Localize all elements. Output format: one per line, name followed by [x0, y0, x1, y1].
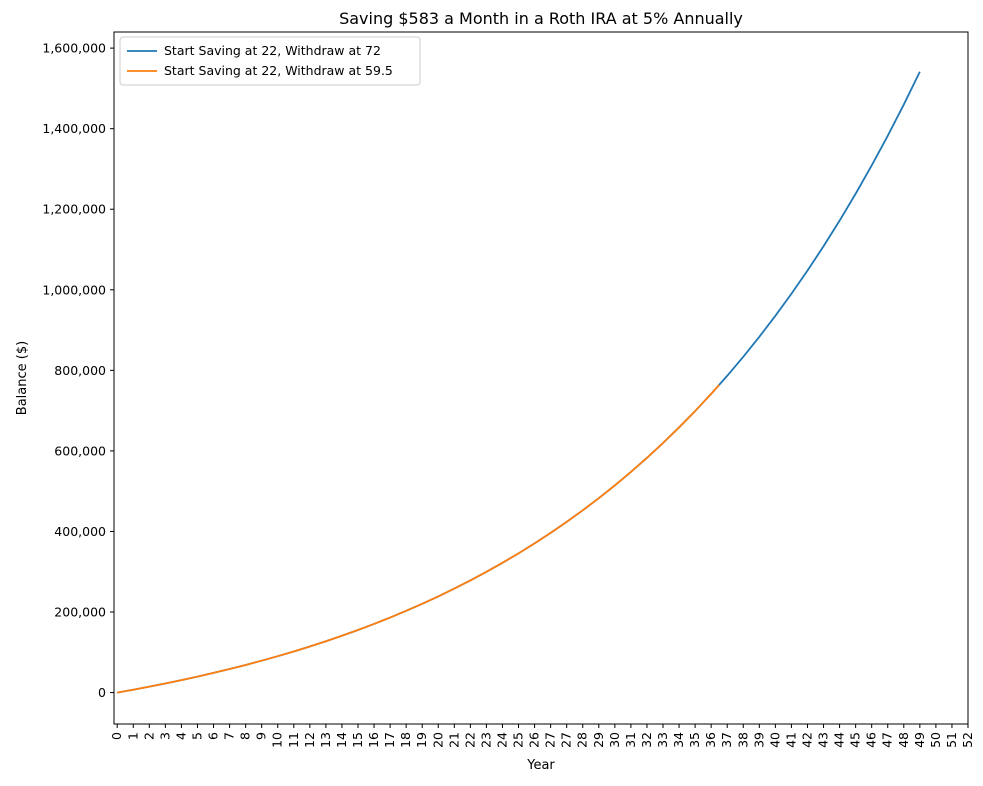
x-tick-label: 33 [655, 732, 670, 748]
x-tick-label: 19 [414, 732, 429, 748]
x-tick-label: 15 [350, 732, 365, 748]
x-tick-label: 37 [719, 732, 734, 748]
x-tick-label: 1 [125, 732, 140, 740]
x-tick-label: 22 [462, 732, 477, 748]
x-tick-label: 16 [366, 732, 381, 748]
x-tick-label: 51 [944, 732, 959, 748]
x-tick-label: 40 [767, 732, 782, 748]
x-tick-label: 2 [141, 732, 156, 740]
legend-label-series-2: Start Saving at 22, Withdraw at 59.5 [164, 63, 393, 78]
x-tick-label: 42 [799, 732, 814, 748]
x-tick-label: 34 [671, 732, 686, 748]
x-tick-label: 10 [270, 732, 285, 748]
x-tick-label: 21 [446, 732, 461, 748]
x-tick-label: 17 [382, 732, 397, 748]
x-tick-label: 25 [511, 732, 526, 748]
x-tick-label: 41 [783, 732, 798, 748]
x-tick-label: 35 [687, 732, 702, 748]
x-tick-label: 11 [286, 732, 301, 748]
x-tick-label: 4 [173, 732, 188, 740]
y-tick-label: 400,000 [54, 524, 106, 539]
x-tick-label: 27 [559, 732, 574, 748]
x-tick-label: 6 [206, 732, 221, 740]
x-axis-label: Year [526, 758, 555, 773]
x-tick-label: 44 [832, 732, 847, 748]
y-tick-label: 0 [98, 685, 106, 700]
y-tick-label: 1,000,000 [42, 282, 106, 297]
x-tick-label: 36 [703, 732, 718, 748]
x-tick-label: 27 [543, 732, 558, 748]
x-tick-label: 3 [157, 732, 172, 740]
series-line-2 [117, 384, 720, 694]
x-tick-label: 8 [238, 732, 253, 740]
y-tick-label: 200,000 [54, 605, 106, 620]
x-tick-label: 13 [318, 732, 333, 748]
x-tick-label: 39 [751, 732, 766, 748]
plot-area [117, 71, 921, 694]
x-tick-label: 23 [478, 732, 493, 748]
legend-box [119, 36, 421, 86]
y-tick-label: 600,000 [54, 443, 106, 458]
y-tick-label: 1,400,000 [42, 121, 106, 136]
x-tick-label: 9 [254, 732, 269, 740]
x-tick-label: 24 [494, 732, 509, 748]
legend-label-series-1: Start Saving at 22, Withdraw at 72 [164, 43, 381, 58]
x-tick-label: 52 [960, 732, 975, 748]
x-tick-label: 43 [816, 732, 831, 748]
x-tick-label: 20 [430, 732, 445, 748]
y-tick-label: 1,600,000 [42, 41, 106, 56]
x-tick-label: 46 [864, 732, 879, 748]
x-tick-label: 14 [334, 732, 349, 748]
y-tick-label: 1,200,000 [42, 202, 106, 217]
y-axis-label: Balance ($) [15, 341, 30, 415]
y-tick-label: 800,000 [54, 363, 106, 378]
legend: Start Saving at 22, Withdraw at 72 Start… [119, 36, 421, 86]
x-axis: 0 1 2 3 4 5 6 7 8 9 10 11 12 13 14 15 16 17 18 19 20 21 22 23 24… [109, 724, 975, 748]
x-tick-label: 30 [607, 732, 622, 748]
x-tick-label: 31 [623, 732, 638, 748]
x-tick-label: 5 [189, 732, 204, 740]
x-tick-label: 7 [222, 732, 237, 740]
x-tick-label: 45 [848, 732, 863, 748]
x-tick-label: 47 [880, 732, 895, 748]
x-tick-label: 38 [735, 732, 750, 748]
x-tick-label: 28 [575, 732, 590, 748]
x-tick-label: 29 [591, 732, 606, 748]
x-tick-label: 12 [302, 732, 317, 748]
x-tick-label: 49 [912, 732, 927, 748]
x-tick-label: 48 [896, 732, 911, 748]
chart-title: Saving $583 a Month in a Roth IRA at 5% … [339, 9, 743, 28]
x-tick-label: 0 [109, 732, 124, 740]
y-axis: 0 200,000 400,000 600,000 800,000 1,000,000 1,… [42, 41, 114, 700]
x-tick-label: 18 [398, 732, 413, 748]
x-tick-label: 26 [527, 732, 542, 748]
x-tick-label: 32 [639, 732, 654, 748]
x-tick-label: 50 [928, 732, 943, 748]
axes-frame [113, 31, 969, 725]
